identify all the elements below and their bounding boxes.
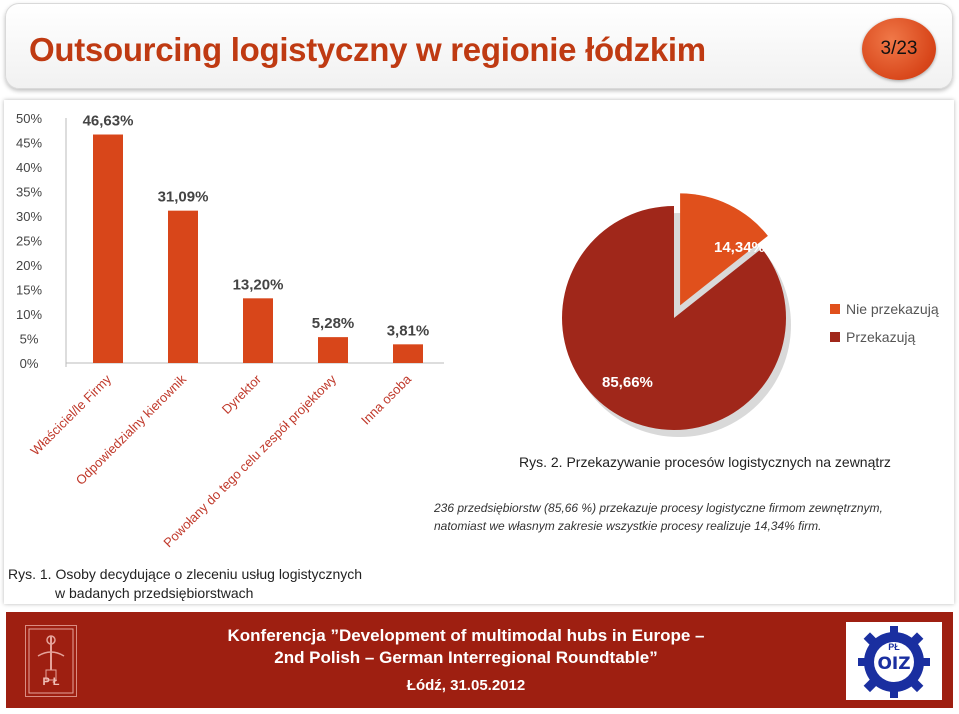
legend-item-nie-przekazuja: Nie przekazują (830, 301, 939, 317)
footer: P Ł Konferencja ”Development of multimod… (6, 612, 953, 708)
pie-description-line1: 236 przedsiębiorstw (85,66 %) przekazuje… (434, 501, 883, 515)
x-tick-label: Dyrektor (219, 371, 265, 417)
y-tick-label: 50% (16, 111, 42, 126)
legend-label: Przekazują (846, 329, 916, 345)
bar-data-label: 46,63% (83, 113, 134, 130)
legend-item-przekazuja: Przekazują (830, 329, 915, 345)
bar-caption-line1: Rys. 1. Osoby decydujące o zleceniu usłu… (8, 566, 363, 582)
bar-data-label: 13,20% (233, 276, 284, 293)
y-tick-label: 40% (16, 160, 42, 175)
y-tick-label: 5% (20, 332, 39, 347)
legend-swatch (830, 304, 840, 314)
y-tick-label: 10% (16, 307, 42, 322)
slide-title: Outsourcing logistyczny w regionie łódzk… (29, 31, 706, 68)
bar-data-label: 31,09% (158, 189, 209, 206)
pie-chart: 14,34% 85,66% (562, 193, 791, 437)
y-tick-label: 20% (16, 258, 42, 273)
pie-slice (680, 193, 768, 306)
pie-description-line2: natomiast we własnym zakresie wszystkie … (434, 519, 822, 533)
footer-conference-line1: Konferencja ”Development of multimodal h… (227, 626, 705, 645)
pie-description: 236 przedsiębiorstw (85,66 %) przekazuje… (434, 499, 883, 535)
pie-data-label: 85,66% (602, 374, 653, 391)
footer-date: Łódź, 31.05.2012 (406, 677, 526, 694)
pie-caption: Rys. 2. Przekazywanie procesów logistycz… (519, 454, 891, 470)
y-tick-label: 35% (16, 185, 42, 200)
x-tick-label: Właściciel/le Firmy (27, 371, 114, 458)
university-logo-text: P Ł (42, 676, 60, 688)
bar (393, 344, 423, 363)
y-tick-label: 45% (16, 136, 42, 151)
legend-label: Nie przekazują (846, 301, 939, 317)
chart-panel: 0% 5% 10% 15% 20% 25% 30% 35% 40% 45% 50% 46,63% Wła… (4, 100, 954, 604)
gear-icon (858, 626, 930, 698)
page-number-badge: 3/23 (862, 18, 936, 80)
oiz-logo: PŁ OIZ (846, 622, 942, 700)
bar (243, 298, 273, 363)
bar-caption-line2: w badanych przedsiębiorstwach (55, 585, 254, 601)
x-tick-label: Inna osoba (358, 371, 415, 428)
y-tick-label: 30% (16, 209, 42, 224)
y-tick-label: 0% (20, 356, 39, 371)
bar (318, 337, 348, 363)
bar-data-label: 3,81% (387, 322, 430, 339)
y-tick-label: 25% (16, 234, 42, 249)
pie-slice (562, 206, 787, 430)
bar (168, 210, 198, 363)
university-logo: P Ł (25, 625, 77, 697)
x-tick-label: Powołany do tego celu zespół projektowy (160, 371, 339, 550)
title-bar: Outsourcing logistyczny w regionie łódzk… (5, 3, 953, 89)
pie-data-label: 14,34% (714, 239, 765, 256)
legend-swatch (830, 332, 840, 342)
footer-conference-line2: 2nd Polish – German Interregional Roundt… (274, 648, 658, 667)
bar-chart: 0% 5% 10% 15% 20% 25% 30% 35% 40% 45% 50% 46,63% Wła… (16, 111, 444, 550)
university-logo-icon (28, 628, 74, 694)
oiz-logo-small-text: PŁ (888, 642, 900, 652)
bar (93, 134, 123, 363)
oiz-logo-text: OIZ (877, 654, 911, 674)
bar-data-label: 5,28% (312, 315, 355, 332)
y-tick-label: 15% (16, 283, 42, 298)
